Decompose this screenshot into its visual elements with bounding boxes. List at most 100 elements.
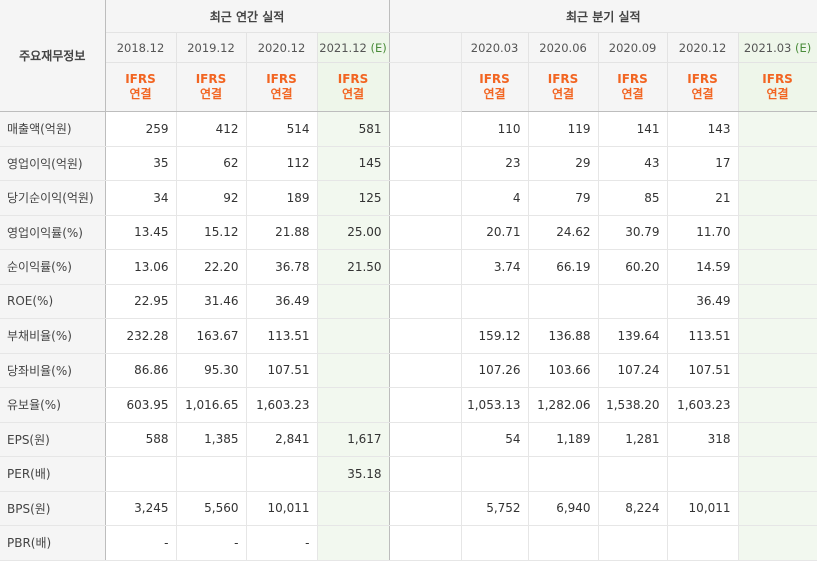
quarterly-value-cell <box>667 456 739 492</box>
quarterly-value-cell <box>461 525 529 561</box>
annual-value-cell: 15.12 <box>176 214 247 250</box>
spacer-cell <box>389 180 462 216</box>
annual-value-cell <box>246 456 318 492</box>
quarterly-value-cell: 141 <box>598 111 668 147</box>
ifrs-label: IFRS 연결 <box>667 62 739 112</box>
quarterly-value-cell: 21 <box>667 180 739 216</box>
quarterly-value-cell: 119 <box>528 111 599 147</box>
quarterly-value-cell: 43 <box>598 146 668 181</box>
spacer-cell <box>389 214 462 250</box>
quarterly-value-cell <box>738 387 817 423</box>
quarterly-value-cell <box>738 353 817 388</box>
quarterly-value-cell: 20.71 <box>461 214 529 250</box>
row-label: 당기순이익(억원) <box>0 180 106 216</box>
quarterly-value-cell <box>738 421 817 457</box>
annual-value-cell: 3,245 <box>105 491 177 526</box>
annual-value-cell: 95.30 <box>176 353 247 388</box>
annual-value-cell: 62 <box>176 146 247 181</box>
quarterly-value-cell <box>598 456 668 492</box>
annual-value-cell: 34 <box>105 180 177 216</box>
quarterly-value-cell: 14.59 <box>667 249 739 285</box>
table-row: ROE(%) 22.95 31.46 36.49 36.49 <box>0 284 817 319</box>
quarterly-value-cell: 8,224 <box>598 491 668 526</box>
annual-value-cell: 13.06 <box>105 249 177 285</box>
annual-value-cell: 21.50 <box>317 249 390 285</box>
table-row: 부채비율(%) 232.28 163.67 113.51 159.12 136.88 139… <box>0 318 817 354</box>
ifrs-label: IFRS 연결 <box>461 62 529 112</box>
annual-value-cell: 22.95 <box>105 284 177 319</box>
quarterly-value-cell: 3.74 <box>461 249 529 285</box>
annual-value-cell: 2,841 <box>246 421 318 457</box>
annual-value-cell: 31.46 <box>176 284 247 319</box>
annual-value-cell: 581 <box>317 111 390 147</box>
annual-value-cell: - <box>246 525 318 561</box>
quarterly-value-cell: 60.20 <box>598 249 668 285</box>
ifrs-label: IFRS 연결 <box>176 62 247 112</box>
annual-value-cell: - <box>176 525 247 561</box>
spacer-cell <box>389 111 462 147</box>
annual-value-cell: 36.49 <box>246 284 318 319</box>
quarterly-value-cell <box>738 249 817 285</box>
quarterly-value-cell: 107.26 <box>461 353 529 388</box>
quarterly-value-cell: 5,752 <box>461 491 529 526</box>
annual-value-cell: 412 <box>176 111 247 147</box>
quarterly-value-cell <box>528 525 599 561</box>
quarterly-value-cell: 54 <box>461 421 529 457</box>
quarterly-value-cell: 107.24 <box>598 353 668 388</box>
period-header: 2020.09 <box>598 32 668 63</box>
spacer-cell <box>389 525 462 561</box>
period-header-estimate: 2021.12 (E) <box>317 32 390 63</box>
quarterly-group-header: 최근 분기 실적 <box>389 0 817 33</box>
table-row: PBR(배) - - - <box>0 525 817 561</box>
quarterly-value-cell: 136.88 <box>528 318 599 354</box>
annual-value-cell: 92 <box>176 180 247 216</box>
row-label: 영업이익률(%) <box>0 214 106 250</box>
row-label: 당좌비율(%) <box>0 353 106 388</box>
table-row: PER(배) 35.18 <box>0 456 817 492</box>
ifrs-label: IFRS 연결 <box>105 62 177 112</box>
quarterly-value-cell <box>738 214 817 250</box>
table-body: 매출액(억원) 259 412 514 581 110 119 141 143 영업이익(억원) 3… <box>0 111 817 561</box>
quarterly-value-cell: 30.79 <box>598 214 668 250</box>
period-header: 2020.12 <box>246 32 318 63</box>
quarterly-value-cell <box>528 284 599 319</box>
annual-value-cell: 35.18 <box>317 456 390 492</box>
annual-value-cell: 603.95 <box>105 387 177 423</box>
table-row: 순이익률(%) 13.06 22.20 36.78 21.50 3.74 66.19 60.2… <box>0 249 817 285</box>
quarterly-value-cell <box>738 456 817 492</box>
annual-value-cell: 189 <box>246 180 318 216</box>
spacer-cell <box>389 456 462 492</box>
spacer-cell <box>389 32 462 63</box>
annual-value-cell: 21.88 <box>246 214 318 250</box>
quarterly-value-cell: 1,053.13 <box>461 387 529 423</box>
row-label: BPS(원) <box>0 491 106 526</box>
quarterly-value-cell: 85 <box>598 180 668 216</box>
annual-value-cell: 145 <box>317 146 390 181</box>
row-label: EPS(원) <box>0 421 106 457</box>
table-row: 당기순이익(억원) 34 92 189 125 4 79 85 21 <box>0 180 817 216</box>
quarterly-value-cell: 139.64 <box>598 318 668 354</box>
period-header: 2019.12 <box>176 32 247 63</box>
quarterly-value-cell: 4 <box>461 180 529 216</box>
annual-value-cell <box>317 284 390 319</box>
quarterly-value-cell: 1,538.20 <box>598 387 668 423</box>
row-label: ROE(%) <box>0 284 106 319</box>
quarterly-value-cell <box>738 318 817 354</box>
annual-value-cell <box>105 456 177 492</box>
quarterly-value-cell: 6,940 <box>528 491 599 526</box>
row-label: 영업이익(억원) <box>0 146 106 181</box>
annual-value-cell: 163.67 <box>176 318 247 354</box>
quarterly-value-cell <box>738 111 817 147</box>
quarterly-value-cell: 1,281 <box>598 421 668 457</box>
annual-value-cell: 107.51 <box>246 353 318 388</box>
annual-value-cell: - <box>105 525 177 561</box>
quarterly-value-cell <box>738 525 817 561</box>
quarterly-value-cell: 1,189 <box>528 421 599 457</box>
quarterly-value-cell <box>738 180 817 216</box>
row-label: 순이익률(%) <box>0 249 106 285</box>
quarterly-value-cell: 23 <box>461 146 529 181</box>
table-row: EPS(원) 588 1,385 2,841 1,617 54 1,189 1,281 318 <box>0 421 817 457</box>
quarterly-value-cell: 318 <box>667 421 739 457</box>
annual-value-cell: 113.51 <box>246 318 318 354</box>
annual-value-cell <box>176 456 247 492</box>
